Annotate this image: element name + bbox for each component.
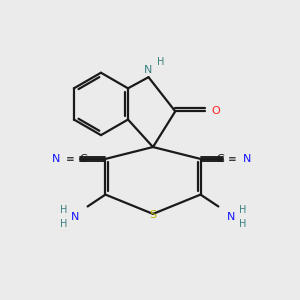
Text: O: O xyxy=(211,106,220,116)
Text: H: H xyxy=(59,205,67,215)
Text: C: C xyxy=(216,154,224,164)
Text: N: N xyxy=(52,154,61,164)
Text: ≡: ≡ xyxy=(66,154,75,164)
Text: N: N xyxy=(71,212,79,222)
Text: H: H xyxy=(59,219,67,229)
Text: N: N xyxy=(144,65,153,75)
Text: ≡: ≡ xyxy=(228,154,237,164)
Text: H: H xyxy=(157,57,165,67)
Text: N: N xyxy=(242,154,251,164)
Text: H: H xyxy=(239,219,246,229)
Text: C: C xyxy=(79,154,87,164)
Text: S: S xyxy=(149,210,157,220)
Text: H: H xyxy=(239,205,246,215)
Text: N: N xyxy=(227,212,235,222)
